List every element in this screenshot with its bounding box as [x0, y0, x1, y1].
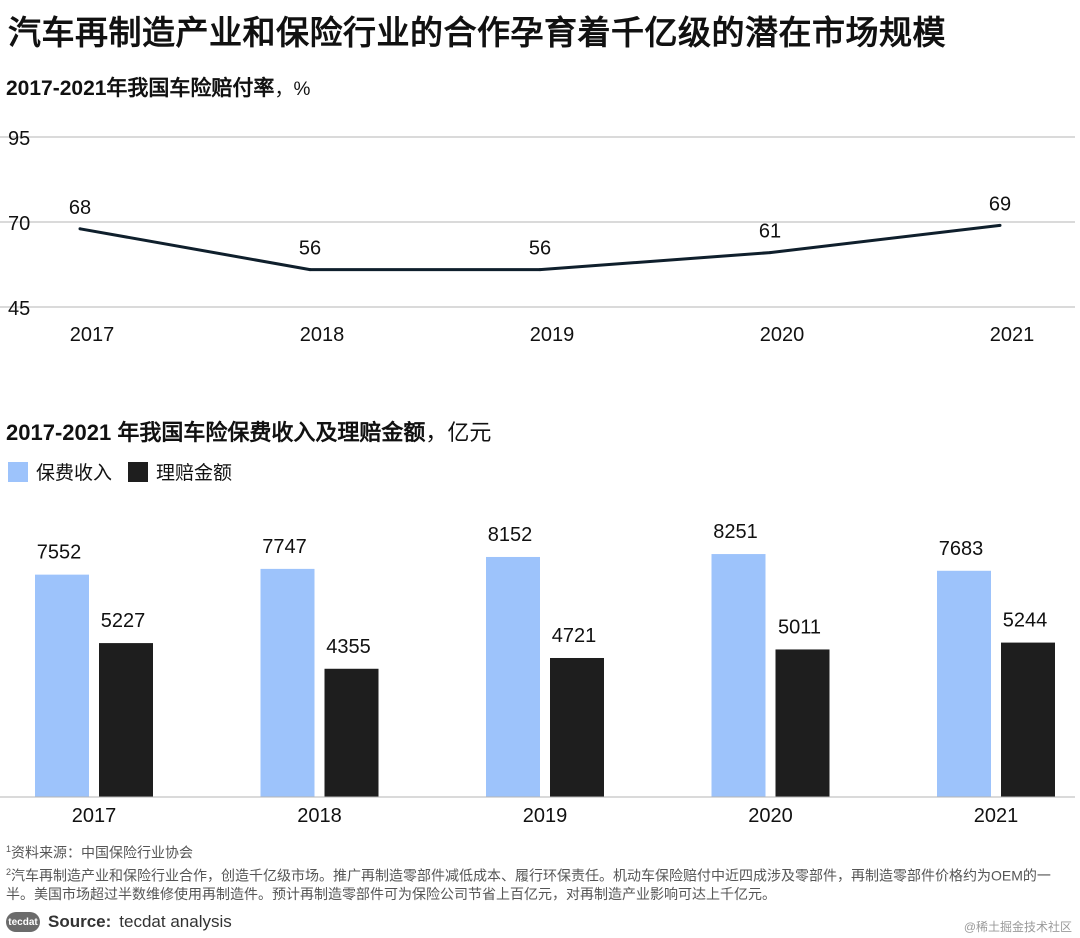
x-tick-label: 2019	[523, 805, 568, 827]
bar-data-label: 7747	[262, 536, 307, 558]
line-point-2019	[538, 268, 542, 272]
bar-legend: 保费收入 理赔金额	[8, 458, 238, 485]
bar-chart-title-main: 2017-2021 年我国车险保费收入及理赔金额	[6, 420, 426, 445]
x-tick-label: 2019	[530, 324, 575, 346]
bar-premium-2018	[260, 568, 315, 797]
x-tick-label: 2021	[990, 324, 1035, 346]
bar-data-label: 8251	[713, 521, 758, 543]
line-chart: 95 70 45 68 2017 56 2018 56 2019 61 2020 69 2021	[0, 128, 1075, 346]
x-tick-label: 2017	[70, 324, 115, 346]
bar-data-label: 7683	[939, 538, 984, 560]
x-tick-label: 2021	[974, 805, 1019, 827]
footnote-1: 1资料来源：中国保险行业协会	[6, 844, 194, 861]
legend-item-premium: 保费收入	[8, 458, 112, 485]
legend-swatch-claims	[128, 461, 149, 482]
bar-premium-2020	[711, 554, 766, 797]
y-tick-label: 95	[8, 128, 30, 150]
x-tick-label: 2018	[297, 805, 342, 827]
bar-premium-2019	[486, 556, 540, 797]
x-tick-label: 2017	[72, 805, 117, 827]
line-chart-title: 2017-2021年我国车险赔付率，%	[6, 72, 310, 102]
line-data-label: 69	[989, 193, 1011, 215]
legend-label-premium: 保费收入	[36, 463, 113, 484]
line-point-2020	[768, 251, 772, 255]
bar-premium-2021	[937, 570, 991, 797]
footnotes: 1资料来源：中国保险行业协会 2汽车再制造产业和保险行业合作，创造千亿级市场。推…	[6, 840, 1078, 904]
bar-chart: 7552 5227 2017 7747 4355 2018 8152 4721 2019 8251…	[0, 521, 1075, 827]
line-data-label: 61	[759, 221, 781, 243]
line-data-label: 56	[299, 238, 321, 260]
line-data-label: 68	[69, 197, 91, 219]
bar-data-label: 4355	[326, 636, 371, 658]
y-tick-label: 45	[8, 298, 30, 320]
y-tick-label: 70	[8, 213, 30, 235]
bar-premium-2017	[35, 574, 89, 797]
bar-claims-2020	[775, 649, 830, 797]
watermark: @稀土掘金技术社区	[963, 920, 1072, 934]
x-tick-label: 2020	[760, 324, 805, 346]
bar-data-label: 8152	[488, 524, 533, 546]
source-label: Source:	[48, 912, 112, 931]
footnote-2: 2汽车再制造产业和保险行业合作，创造千亿级市场。推广再制造零部件减低成本、履行环…	[6, 866, 1051, 903]
tecdat-logo: tecdat	[6, 912, 40, 932]
source-line: tecdat Source: tecdat analysis	[6, 912, 232, 932]
line-chart-title-unit: ，%	[274, 79, 311, 100]
legend-item-claims: 理赔金额	[128, 458, 232, 485]
line-point-2021	[998, 223, 1002, 227]
x-tick-label: 2018	[300, 324, 345, 346]
bar-data-label: 5244	[1003, 610, 1048, 632]
bar-claims-2018	[324, 668, 379, 797]
line-chart-title-main: 2017-2021年我国车险赔付率	[6, 77, 275, 100]
bar-data-label: 4721	[552, 625, 597, 647]
bar-chart-title: 2017-2021 年我国车险保费收入及理赔金额，亿元	[6, 415, 491, 447]
bar-claims-2019	[550, 657, 604, 797]
legend-swatch-premium	[8, 461, 28, 482]
bar-claims-2021	[1001, 642, 1055, 797]
source-text: tecdat analysis	[119, 912, 232, 931]
x-tick-label: 2020	[748, 805, 793, 827]
legend-label-claims: 理赔金额	[156, 463, 233, 484]
bar-data-label: 5011	[778, 616, 821, 638]
line-point-2018	[308, 268, 312, 272]
bar-chart-title-unit: ，亿元	[425, 420, 492, 445]
bar-claims-2017	[99, 643, 153, 797]
bar-data-label: 5227	[101, 610, 146, 632]
line-data-label: 56	[529, 238, 551, 260]
page-title: 汽车再制造产业和保险行业的合作孕育着千亿级的潜在市场规模	[8, 14, 946, 51]
line-point-2017	[78, 227, 82, 231]
bar-data-label: 7552	[37, 542, 82, 564]
